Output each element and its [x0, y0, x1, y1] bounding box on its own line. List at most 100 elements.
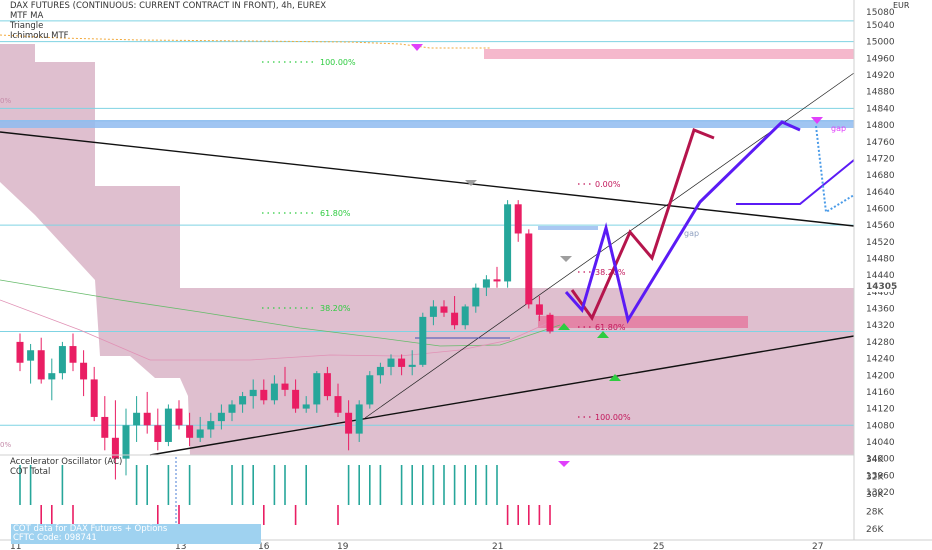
- oscillator-bar: [422, 465, 424, 505]
- price-tick-label: 14440: [866, 271, 895, 281]
- purple-projection-path-2: [736, 159, 855, 205]
- price-tick-label: 14000: [866, 455, 895, 465]
- candle-body: [196, 429, 204, 438]
- candle-body: [398, 358, 406, 367]
- oscillator-bar: [453, 465, 456, 505]
- candle-body: [27, 350, 35, 361]
- purple-projection-path: [564, 120, 801, 324]
- candle-body: [334, 396, 342, 413]
- candle-body: [493, 279, 501, 282]
- candle-body: [143, 412, 151, 426]
- time-axis-ticks: 11 13 16 19 21 25 27: [10, 542, 823, 550]
- osc-tick-label: 32K: [866, 473, 884, 483]
- fib-label-left-38: 38.20%: [320, 304, 351, 313]
- oscillator-bar: [411, 465, 413, 505]
- price-tick-label: 14040: [866, 438, 895, 448]
- gap-label-upper: gap: [831, 124, 846, 133]
- oscillator-bar: [157, 505, 159, 525]
- price-tick-label: 14200: [866, 371, 895, 381]
- candle-body: [48, 373, 56, 380]
- time-tick-label: 19: [337, 542, 349, 550]
- oscillator-legend: Accelerator Oscillator (AC) COT Total: [10, 457, 122, 477]
- blue-small-zone: [538, 226, 598, 230]
- oscillator-bar: [496, 465, 498, 505]
- indicator-mtf-ma[interactable]: MTF MA: [10, 11, 44, 21]
- oscillator-bar: [464, 465, 466, 505]
- oscillator-subtitle[interactable]: COT Total: [10, 467, 51, 477]
- oscillator-bar: [400, 465, 403, 505]
- triangle-lower-line: [149, 335, 855, 456]
- gap-dotted-drop: [815, 125, 855, 214]
- candle-body: [58, 346, 66, 374]
- candle-body: [429, 306, 437, 317]
- indicator-ichimoku[interactable]: Ichimoku MTF: [10, 31, 69, 41]
- green-arrow-icon: [558, 323, 570, 330]
- time-tick-label: 16: [258, 542, 270, 550]
- oscillator-bar: [284, 465, 286, 505]
- candle-body: [69, 346, 77, 363]
- oscillator-title[interactable]: Accelerator Oscillator (AC): [10, 457, 123, 467]
- candle-body: [228, 404, 236, 413]
- triangle-upper-line: [0, 131, 855, 227]
- candle-body: [249, 389, 257, 397]
- candle-body: [525, 233, 533, 305]
- current-price-label: 14305: [866, 282, 897, 292]
- oscillator-bar: [443, 465, 445, 505]
- green-ma-line: [0, 279, 561, 347]
- candle-body: [323, 373, 331, 397]
- candle-body: [376, 366, 384, 376]
- pink-zone-target: [538, 316, 748, 328]
- price-tick-label: 14840: [866, 104, 895, 114]
- price-axis[interactable]: [854, 0, 932, 540]
- pink-zone-top: [484, 49, 854, 59]
- price-tick-label: 14080: [866, 421, 895, 431]
- oscillator-bar: [178, 505, 180, 525]
- current-price-box: [855, 280, 893, 292]
- candle-body: [461, 306, 469, 326]
- candle-body: [207, 421, 215, 430]
- oscillator-bar: [146, 465, 148, 505]
- candle-body: [345, 412, 353, 434]
- price-tick-label: 14760: [866, 138, 895, 148]
- indicator-triangle[interactable]: Triangle: [10, 21, 44, 31]
- oscillator-bar: [305, 465, 307, 505]
- ichimoku-cloud: [0, 44, 854, 455]
- fib-label-right-100: 100.00%: [595, 413, 631, 422]
- candle-body: [37, 350, 45, 380]
- oscillator-bar: [506, 505, 509, 525]
- edge-label-b: 0%: [0, 441, 11, 449]
- symbol-title[interactable]: DAX FUTURES (CONTINUOUS: CURRENT CONTRAC…: [10, 1, 327, 11]
- green-arrow-icon: [597, 331, 609, 338]
- gap-label-lower: gap: [684, 229, 699, 238]
- price-tick-label: 14960: [866, 54, 895, 64]
- oscillator-bar: [241, 465, 244, 505]
- time-tick-label: 27: [812, 542, 823, 550]
- oscillator-bar: [538, 505, 541, 525]
- osc-tick-label: 26K: [866, 525, 884, 535]
- price-tick-label: 13920: [866, 488, 895, 498]
- candle-body: [175, 408, 183, 426]
- osc-tick-label: 34K: [866, 455, 884, 465]
- cot-note-line2: CFTC Code: 098741: [13, 533, 97, 543]
- oscillator-bar: [135, 465, 138, 505]
- time-axis[interactable]: [0, 540, 932, 550]
- candle-body: [313, 373, 321, 405]
- candle-body: [366, 375, 374, 405]
- oscillator-bar: [19, 465, 21, 505]
- oscillator-bar: [61, 465, 64, 505]
- price-tick-label: 14680: [866, 171, 895, 181]
- candle-body: [90, 379, 98, 417]
- oscillator-bar: [358, 465, 360, 505]
- currency-label: EUR: [893, 1, 910, 10]
- fib-right-dots: [578, 183, 592, 418]
- time-tick-label: 25: [653, 542, 664, 550]
- price-tick-label: 15040: [866, 21, 895, 31]
- edge-label-a: 0%: [0, 97, 11, 105]
- candle-body: [408, 364, 416, 367]
- price-tick-label: 14240: [866, 355, 895, 365]
- price-tick-label: 14400: [866, 288, 895, 298]
- osc-tick-label: 28K: [866, 508, 884, 518]
- price-top-partial: 15080: [866, 8, 895, 18]
- oscillator-bar: [252, 465, 254, 505]
